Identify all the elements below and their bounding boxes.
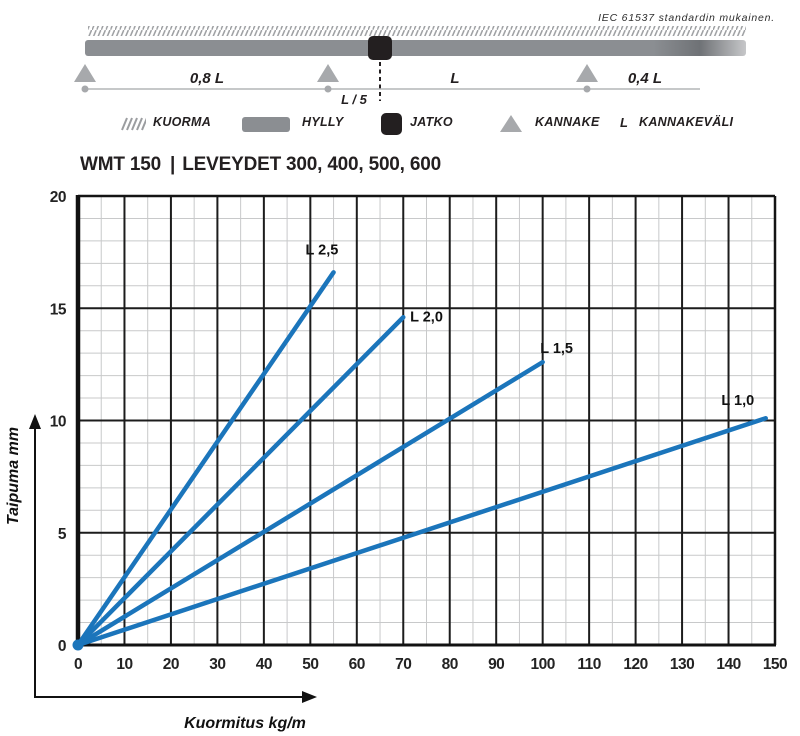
beam-diagram: 0,8 L L / 5 L 0,4 L xyxy=(74,26,746,106)
title-separator: | xyxy=(169,154,176,175)
legend-label-kannakevali: KANNAKEVÄLI xyxy=(639,115,734,129)
series-label-L20: L 2,0 xyxy=(410,310,443,326)
product-title: WMT 150 xyxy=(80,154,161,175)
y-tick-label: 0 xyxy=(58,638,66,655)
joint-marker xyxy=(368,36,392,60)
legend-label-kannake: KANNAKE xyxy=(535,115,600,129)
x-tick-label: 110 xyxy=(577,656,601,673)
x-axis-title: Kuormitus kg/m xyxy=(184,715,306,732)
kannake-support-icon xyxy=(500,115,522,132)
legend-label-hylly: HYLLY xyxy=(302,115,344,129)
y-tick-label: 20 xyxy=(50,189,66,206)
support-triangle-icon xyxy=(576,64,598,82)
x-tick-label: 50 xyxy=(302,656,318,673)
series-label-L10: L 1,0 xyxy=(721,393,754,409)
x-tick-label: 60 xyxy=(349,656,365,673)
standard-note: IEC 61537 standardin mukainen. xyxy=(598,12,775,24)
x-tick-label: 90 xyxy=(488,656,504,673)
x-tick-label: 10 xyxy=(116,656,132,673)
x-axis-arrowhead xyxy=(302,691,317,703)
x-tick-label: 150 xyxy=(763,656,787,673)
y-axis-title: Taipuma mm xyxy=(5,427,22,525)
support-triangle-icon xyxy=(317,64,339,82)
span-label-04L: 0,4 L xyxy=(628,70,662,87)
jatko-joint-icon xyxy=(381,113,402,135)
y-axis-arrowhead xyxy=(29,414,41,429)
series-line-L20 xyxy=(75,314,406,648)
x-tick-label: 80 xyxy=(442,656,458,673)
x-tick-label: 140 xyxy=(716,656,740,673)
series-line-L15 xyxy=(75,359,545,648)
span-label-08L: 0,8 L xyxy=(190,70,224,87)
kuorma-hatch-icon xyxy=(121,117,146,131)
shelf-beam xyxy=(85,40,746,56)
chart-header: WMT 150 | LEVEYDET 300, 400, 500, 600 xyxy=(80,154,780,182)
x-tick-label: 0 xyxy=(74,656,82,673)
series-line-L10 xyxy=(75,416,768,648)
load-hatch-strip xyxy=(88,26,746,36)
hylly-shelf-icon xyxy=(242,117,290,132)
deflection-chart: L 2,5L 2,0L 1,5L 1,0 0 10 20 30 40 50 60 70 80 90… xyxy=(5,189,788,732)
legend-label-kuorma: KUORMA xyxy=(153,115,212,129)
legend-symbol-L: L xyxy=(620,115,629,130)
x-tick-label: 70 xyxy=(395,656,411,673)
support-triangle-icon xyxy=(74,64,96,82)
legend: KUORMA HYLLY JATKO KANNAKE L KANNAKEVÄLI xyxy=(0,108,800,138)
widths-title: LEVEYDET 300, 400, 500, 600 xyxy=(182,154,441,175)
legend-label-jatko: JATKO xyxy=(410,115,453,129)
series-label-L25: L 2,5 xyxy=(306,242,339,258)
series-origin-dot xyxy=(72,639,84,651)
y-tick-label: 10 xyxy=(50,414,66,431)
dimension-dot xyxy=(81,85,89,93)
series-line-L25 xyxy=(75,270,336,648)
span-label-L: L xyxy=(450,70,459,87)
span-label-L5: L / 5 xyxy=(341,92,368,106)
x-tick-label: 40 xyxy=(256,656,272,673)
dimension-dot xyxy=(324,85,332,93)
dimension-dot xyxy=(583,85,591,93)
y-tick-label: 5 xyxy=(58,526,67,543)
series-label-L15: L 1,5 xyxy=(540,341,573,357)
x-tick-label: 20 xyxy=(163,656,179,673)
x-tick-label: 120 xyxy=(623,656,647,673)
x-tick-label: 30 xyxy=(209,656,225,673)
x-tick-label: 130 xyxy=(670,656,694,673)
x-tick-label: 100 xyxy=(530,656,554,673)
y-tick-label: 15 xyxy=(50,301,67,318)
